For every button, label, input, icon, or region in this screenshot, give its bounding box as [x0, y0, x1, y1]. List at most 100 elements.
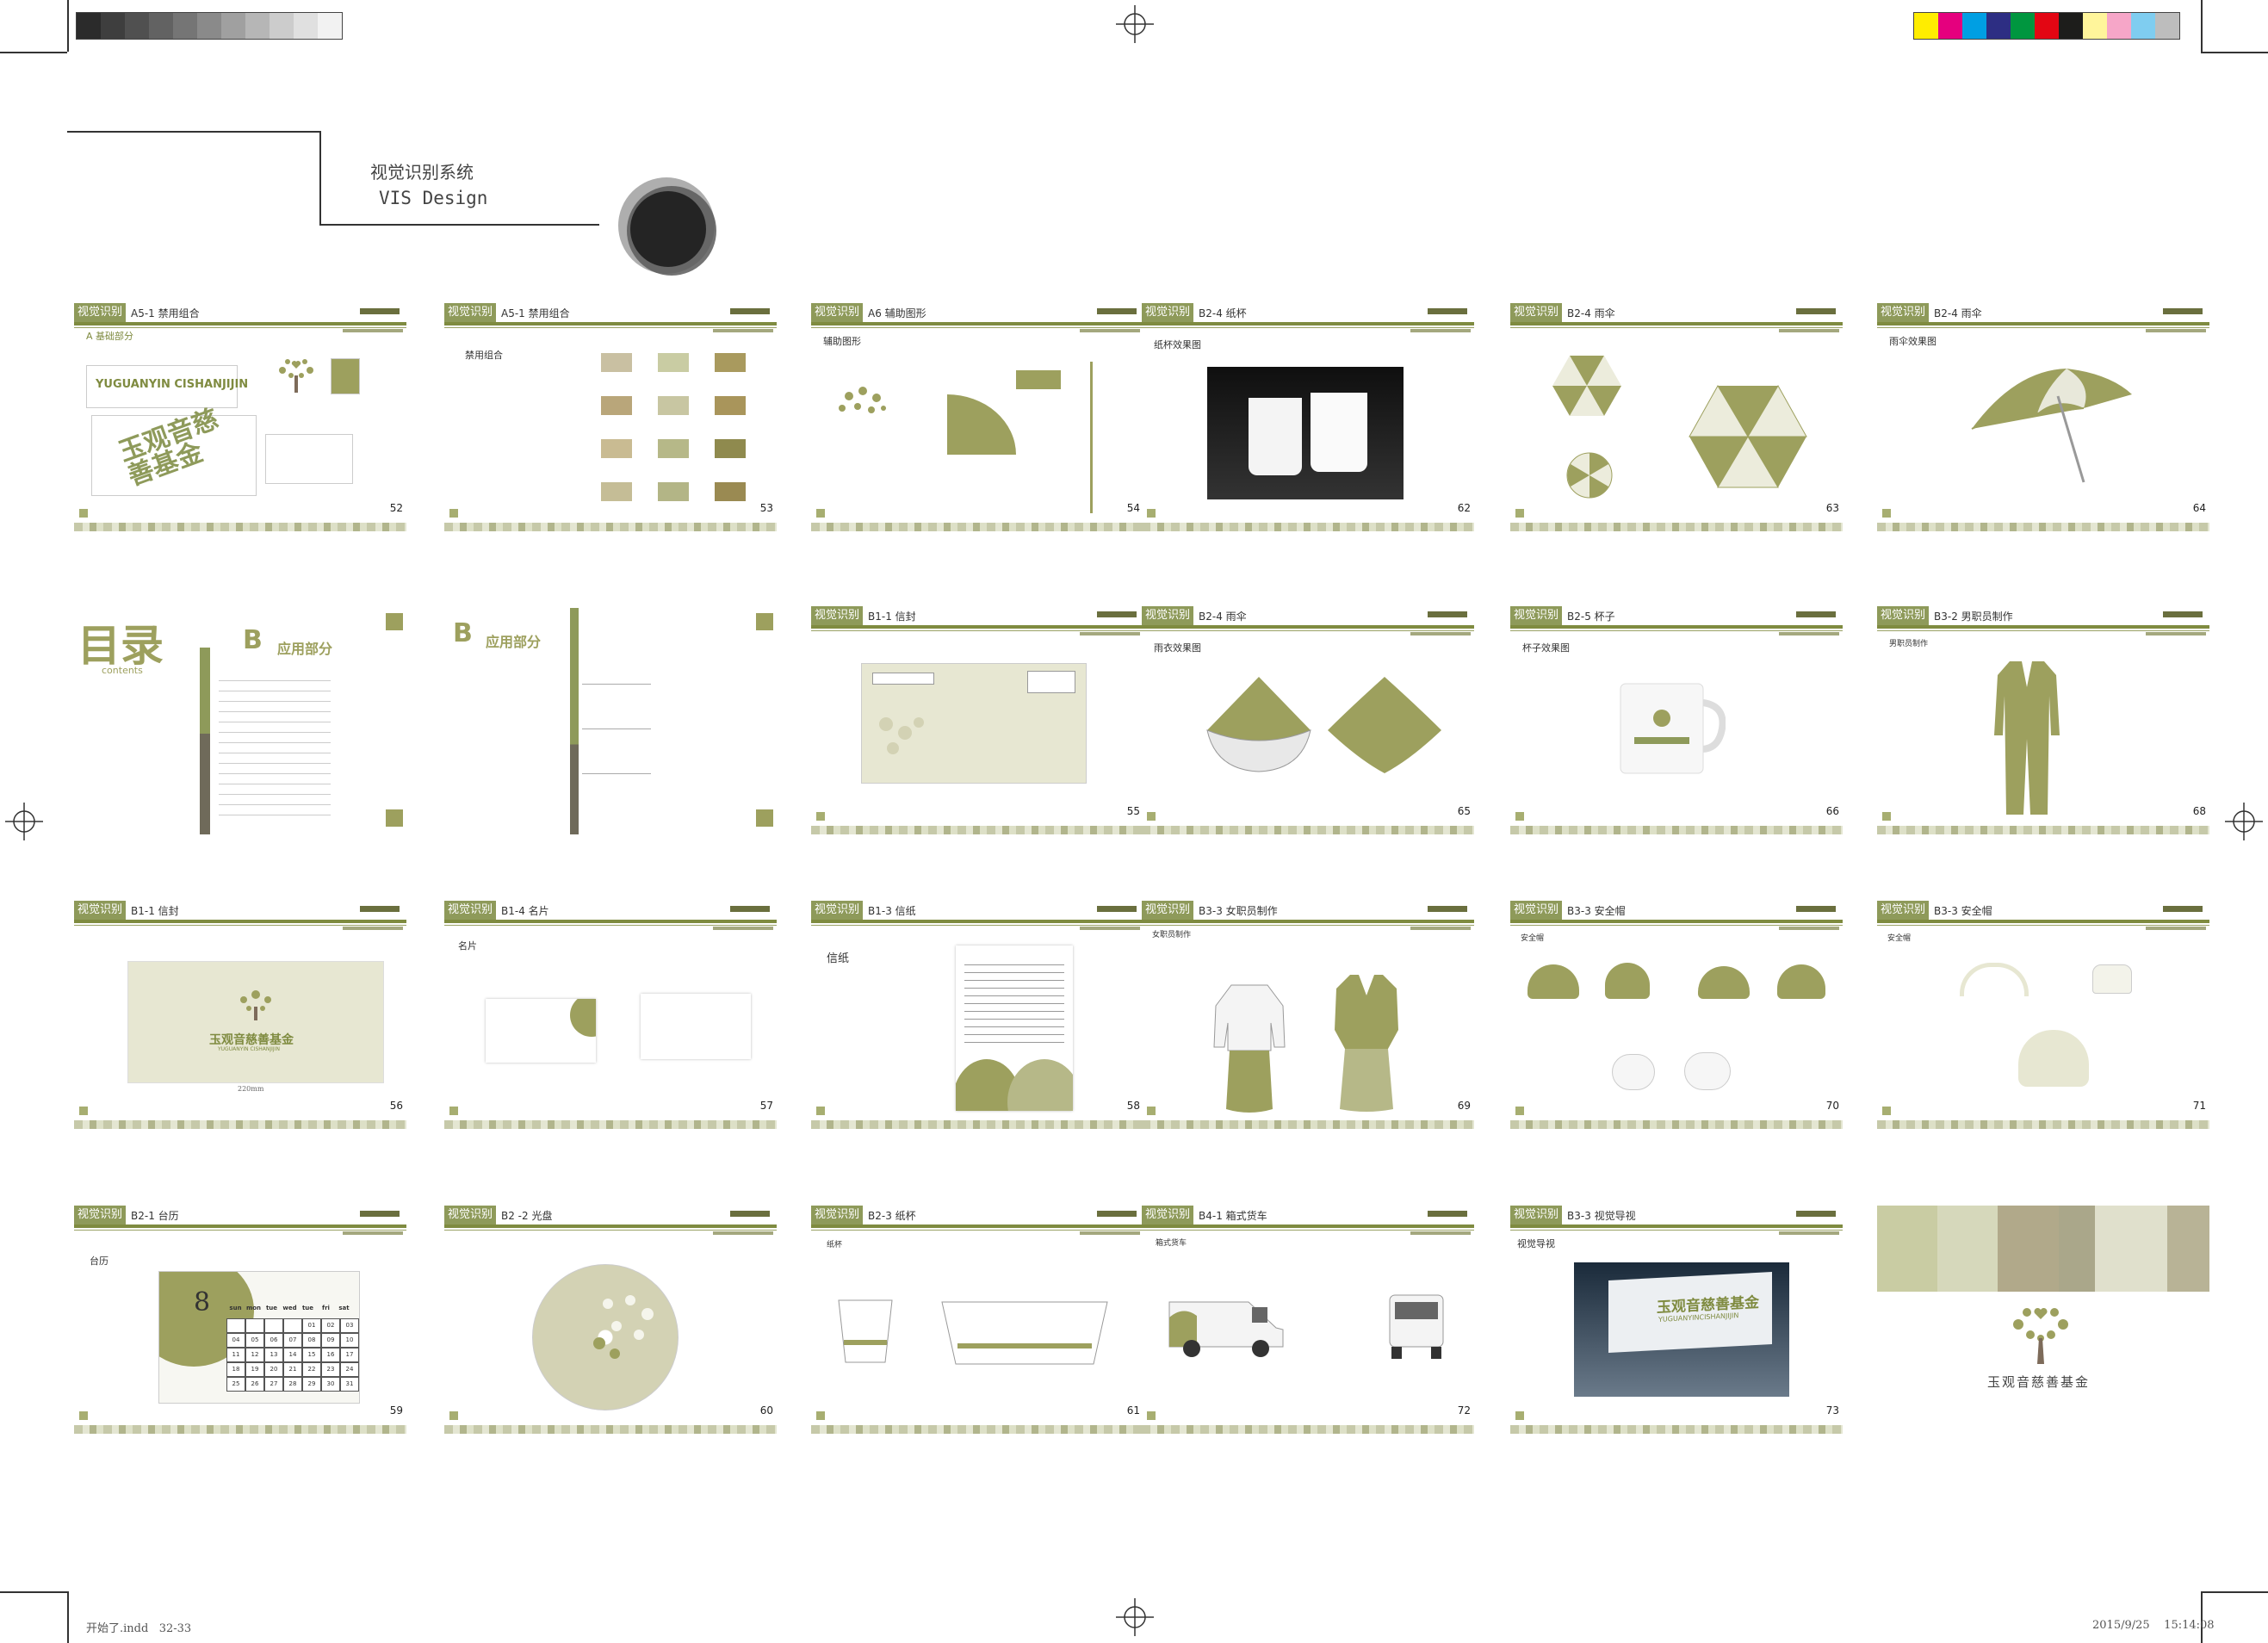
page-title: B3-3 安全帽: [1567, 905, 1626, 917]
calendar-week: 18 19 20 21 22 23 24: [226, 1362, 359, 1377]
timestamp-slug: 2015/9/25 15:14:08: [2092, 1619, 2215, 1632]
cd-hearts-icon: [593, 1295, 654, 1359]
section-tab: 视觉识别: [811, 303, 863, 322]
page-subtitle: A 基础部分: [86, 331, 134, 342]
page-subtitle: 视觉导视: [1517, 1238, 1555, 1249]
toc-title: 目录: [77, 621, 164, 671]
page-title: B1-1 信封: [868, 611, 916, 623]
page-title: B2-5 杯子: [1567, 611, 1615, 623]
toc-subtitle: contents: [102, 665, 143, 676]
page-number: 69: [1457, 1100, 1471, 1112]
tree-logo-icon: [2013, 1307, 2068, 1364]
section-tab: 视觉识别: [1877, 901, 1929, 920]
business-card-back: [641, 994, 751, 1059]
gray-swatch: [77, 13, 101, 39]
mug-icon: [1620, 683, 1726, 774]
crop-mark: [67, 0, 69, 52]
crop-mark: [2201, 1591, 2203, 1643]
section-tab: 视觉识别: [74, 303, 126, 322]
tree-logo-icon: [279, 359, 313, 393]
section-tab: 视觉识别: [1877, 303, 1929, 322]
page-69: 视觉识别 B3-3 女职员制作 女职员制作 69: [1142, 901, 1474, 1129]
page-number: 62: [1457, 502, 1471, 514]
page-subtitle: 箱式货车: [1156, 1239, 1187, 1248]
calendar-day: 07: [283, 1333, 302, 1348]
stamp-box: [331, 358, 360, 394]
calendar-week: 11 12 13 14 15 16 17: [226, 1348, 359, 1362]
van-side-icon: [1168, 1301, 1284, 1357]
corner-block: [386, 809, 403, 827]
page-subtitle: 信纸: [827, 952, 850, 965]
page-56: 视觉识别 B1-1 信封 玉观音慈善基金 YUGUANYIN CISHANJIJ…: [74, 901, 406, 1129]
color-swatch: [2107, 13, 2131, 39]
page-subtitle: 名片: [458, 940, 477, 952]
calendar-weekday: fri: [322, 1305, 330, 1311]
toc-section-label: 应用部分: [486, 634, 542, 650]
page-number: 53: [759, 502, 773, 514]
brand-logo: [360, 308, 400, 314]
section-tab: 视觉识别: [1510, 303, 1562, 322]
calendar-day: 05: [245, 1333, 264, 1348]
file-slug: 开始了.indd 32-33: [86, 1622, 192, 1635]
calendar-day: 21: [283, 1362, 302, 1377]
page-66: 视觉识别 B2-5 杯子 杯子效果图 66: [1510, 606, 1843, 834]
section-tab: 视觉识别: [1877, 606, 1929, 625]
section-tab: 视觉识别: [1142, 901, 1193, 920]
open-umbrella-icon: [1971, 369, 2132, 483]
crop-mark: [2201, 1591, 2268, 1593]
gray-swatch-bar: [76, 12, 343, 40]
page-back-cover: 玉观音慈善基金: [1877, 1206, 2209, 1410]
section-tab: 视觉识别: [74, 901, 126, 920]
section-tab: 视觉识别: [444, 303, 496, 322]
section-tab: 视觉识别: [811, 606, 863, 625]
cover-band: [1877, 1206, 2209, 1292]
envelope-front: 玉观音慈善基金 YUGUANYIN CISHANJIJIN: [127, 961, 384, 1083]
cup-side-icon: [838, 1299, 893, 1363]
gray-swatch: [294, 13, 318, 39]
helmet-6: [1684, 1052, 1731, 1090]
calendar-day: [283, 1318, 302, 1333]
cover-caption: 玉观音慈善基金: [1987, 1374, 2091, 1390]
calendar-week: 04 05 06 07 08 09 10: [226, 1333, 359, 1348]
calendar-day: 27: [264, 1377, 283, 1392]
helmet-4: [1777, 964, 1825, 999]
logo-box: [265, 434, 353, 484]
corner-block: [386, 613, 403, 630]
male-suit-icon: [1994, 661, 2060, 815]
raincoat-back-icon: [1328, 677, 1441, 773]
vertical-rule: [1090, 362, 1093, 513]
page-number: 72: [1457, 1404, 1471, 1417]
calendar-day: 14: [283, 1348, 302, 1362]
page-subtitle: 男职员制作: [1889, 640, 1929, 648]
crop-mark: [0, 52, 67, 53]
page-62: 视觉识别 B2-4 纸杯 纸杯效果图 62: [1142, 303, 1474, 531]
calendar-day: 22: [302, 1362, 321, 1377]
calendar-day: 10: [340, 1333, 359, 1348]
page-title: B3-3 安全帽: [1934, 905, 1992, 917]
desk-calendar: 8 sun mon tue wed tue fri sat 01 02 03 04 05 06 07 08…: [158, 1271, 360, 1404]
page-number: 66: [1825, 805, 1839, 817]
van-front-icon: [1389, 1294, 1444, 1359]
page-70: 视觉识别 B3-3 安全帽 安全帽 70: [1510, 901, 1843, 1129]
helmet-1: [1527, 964, 1579, 999]
color-swatch: [1938, 13, 1962, 39]
header-title-cn: 视觉识别系统: [370, 162, 474, 183]
page-title: B1-1 信封: [131, 905, 179, 917]
calendar-day: 01: [302, 1318, 321, 1333]
color-swatch: [1986, 13, 2011, 39]
calendar-day: 04: [226, 1333, 245, 1348]
calendar-day: [264, 1318, 283, 1333]
page-subtitle: 雨伞效果图: [1889, 336, 1936, 347]
color-swatch: [2083, 13, 2107, 39]
logo-en-box: YUGUANYIN CISHANJIJIN: [86, 365, 248, 408]
page-59: 视觉识别 B2-1 台历 台历 8 sun mon tue wed tue fri sat …: [74, 1206, 406, 1434]
calendar-day: 31: [340, 1377, 359, 1392]
toc-letter: B: [243, 625, 263, 655]
page-63: 视觉识别 B2-4 雨伞 63: [1510, 303, 1843, 531]
crop-mark: [2201, 52, 2268, 53]
page-title: A6 辅助图形: [868, 307, 926, 319]
envelope-drawing: [861, 663, 1087, 784]
page-number: 56: [389, 1100, 403, 1112]
page-title: A5-1 禁用组合: [501, 307, 570, 319]
gray-swatch: [245, 13, 270, 39]
